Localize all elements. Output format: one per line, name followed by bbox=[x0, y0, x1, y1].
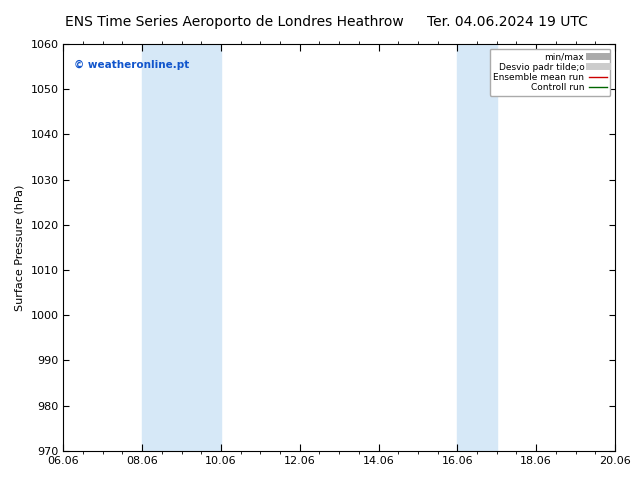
Legend: min/max, Desvio padr tilde;o, Ensemble mean run, Controll run: min/max, Desvio padr tilde;o, Ensemble m… bbox=[489, 49, 611, 96]
Bar bbox=[142, 44, 221, 451]
Y-axis label: Surface Pressure (hPa): Surface Pressure (hPa) bbox=[15, 184, 25, 311]
Text: © weatheronline.pt: © weatheronline.pt bbox=[74, 60, 190, 71]
Bar bbox=[457, 44, 497, 451]
Text: Ter. 04.06.2024 19 UTC: Ter. 04.06.2024 19 UTC bbox=[427, 15, 588, 29]
Text: ENS Time Series Aeroporto de Londres Heathrow: ENS Time Series Aeroporto de Londres Hea… bbox=[65, 15, 404, 29]
